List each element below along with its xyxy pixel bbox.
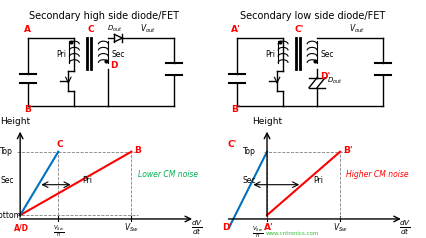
Text: $D_{out}$: $D_{out}$ [106, 24, 122, 35]
Text: Pri: Pri [313, 176, 323, 185]
Text: A': A' [264, 223, 273, 232]
Text: $V_{out}$: $V_{out}$ [140, 22, 156, 35]
Text: Top: Top [243, 147, 256, 156]
Text: Sec: Sec [243, 176, 256, 185]
Text: Lower CM noise: Lower CM noise [138, 170, 198, 179]
Text: Height: Height [252, 117, 282, 126]
Text: Pri: Pri [82, 176, 92, 185]
Text: www.cntronics.com: www.cntronics.com [266, 231, 319, 236]
Text: Sec: Sec [111, 50, 125, 59]
Text: A/D: A/D [14, 223, 29, 232]
Text: D: D [110, 61, 118, 70]
Text: $\frac{V_{Sw}}{n}$: $\frac{V_{Sw}}{n}$ [53, 223, 64, 238]
Text: Secondary high side diode/FET: Secondary high side diode/FET [29, 11, 179, 21]
Text: B: B [135, 146, 141, 155]
Text: A': A' [231, 25, 241, 34]
Text: Sec: Sec [320, 50, 334, 59]
Text: $D_{out}$: $D_{out}$ [327, 76, 343, 86]
Text: B': B' [343, 146, 353, 155]
Text: $V_{out}$: $V_{out}$ [349, 22, 365, 35]
Text: A: A [24, 25, 31, 34]
Text: $V_{Sw}$: $V_{Sw}$ [124, 222, 139, 234]
Text: C: C [87, 25, 94, 34]
Text: C: C [57, 140, 63, 149]
Text: $\frac{V_{Sw}}{n}$: $\frac{V_{Sw}}{n}$ [252, 224, 263, 238]
Text: C': C' [227, 140, 237, 149]
Text: Top: Top [0, 147, 13, 156]
Text: Secondary low side diode/FET: Secondary low side diode/FET [241, 11, 386, 21]
Text: Bottom: Bottom [0, 211, 21, 220]
Text: $\frac{dV}{dt}$: $\frac{dV}{dt}$ [399, 219, 411, 237]
Text: Pri: Pri [56, 50, 66, 59]
Text: Pri: Pri [265, 50, 275, 59]
Text: B: B [24, 105, 31, 114]
Text: D': D' [320, 72, 331, 81]
Text: C': C' [294, 25, 304, 34]
Text: Height: Height [0, 117, 30, 126]
Text: $\frac{dV}{dt}$: $\frac{dV}{dt}$ [190, 219, 202, 237]
Text: D': D' [222, 223, 233, 232]
Text: Higher CM noise: Higher CM noise [346, 170, 409, 179]
Text: $V_{Sw}$: $V_{Sw}$ [333, 222, 348, 234]
Text: Sec: Sec [0, 176, 14, 185]
Text: B': B' [231, 105, 241, 114]
